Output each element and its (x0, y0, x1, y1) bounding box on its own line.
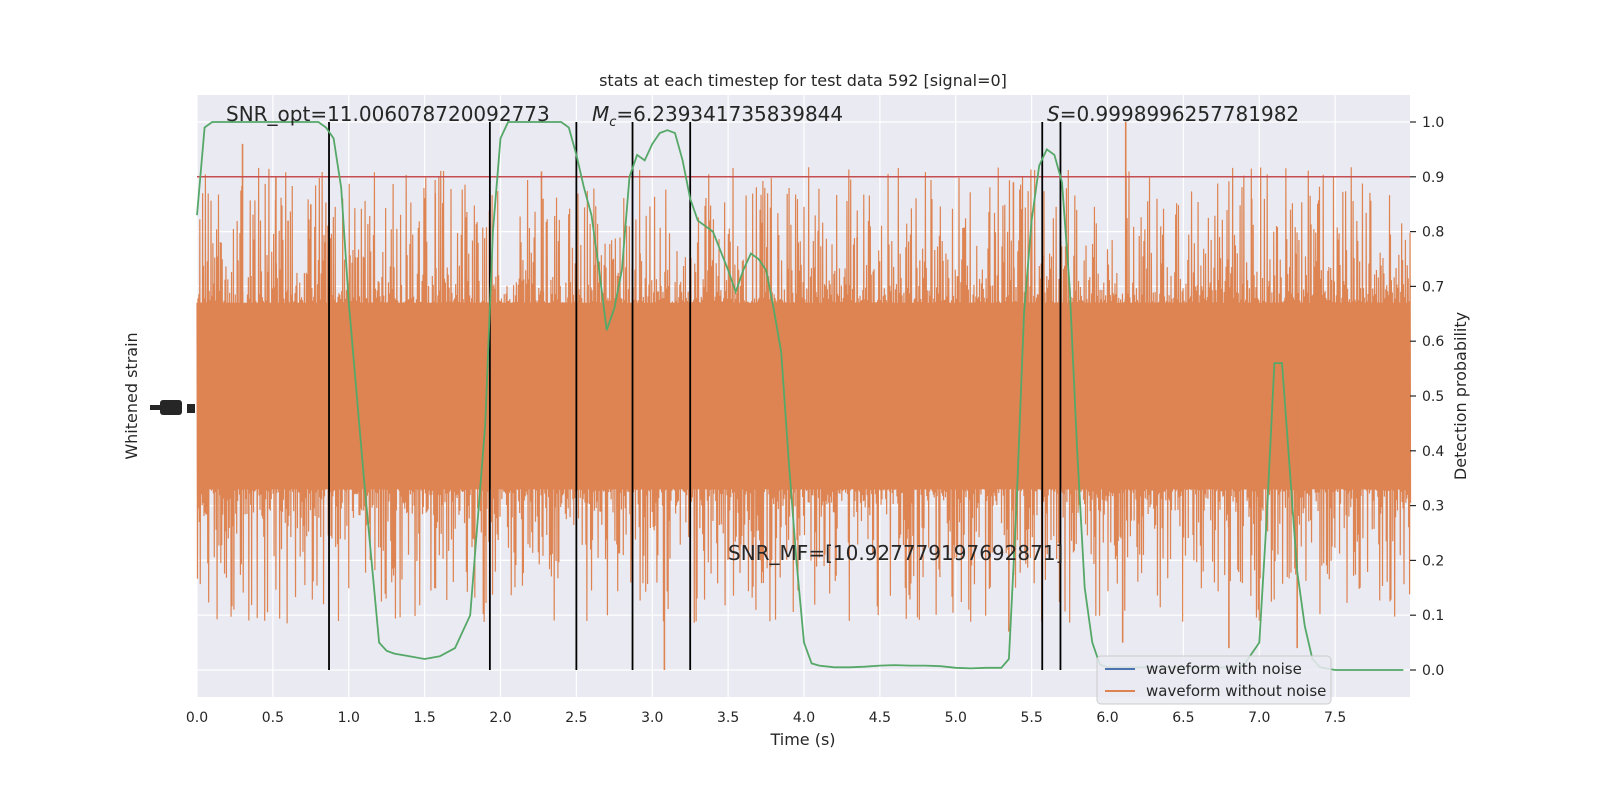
annotation-s: S=0.9998996257781982 (1047, 102, 1299, 126)
y-axis-right-label: Detection probability (1451, 312, 1470, 480)
y-tick-label: 0.0 (1422, 663, 1444, 679)
series-waveform-without-noise (196, 122, 1412, 670)
x-tick-label: 7.5 (1324, 710, 1346, 726)
y-tick-label: 0.2 (1422, 553, 1444, 569)
annotation-chirp-mass: Mc=6.239341735839844 (592, 102, 843, 130)
x-tick-label: 2.5 (565, 710, 587, 726)
y-tick-label: 1.0 (1422, 115, 1444, 131)
y-axis-left-label: Whitened strain (122, 332, 141, 459)
x-tick-label: 7.0 (1248, 710, 1270, 726)
y-tick-label: 0.6 (1422, 334, 1444, 350)
x-tick-label: 6.0 (1096, 710, 1118, 726)
annotation-chirp-mass-symbol: M (592, 102, 609, 126)
legend: waveform with noise waveform without noi… (1096, 655, 1332, 705)
left-tick-blob (187, 404, 195, 413)
annotation-s-value: =0.9998996257781982 (1060, 102, 1299, 126)
annotation-s-symbol: S (1047, 102, 1060, 126)
y-axis-right-ticks: 0.0 0.1 0.2 0.3 0.4 0.5 0.6 0.7 0.8 0.9 1.0 (1410, 115, 1444, 679)
x-tick-label: 3.5 (717, 710, 739, 726)
vertical-lines (328, 122, 1062, 670)
x-tick-label: 0.5 (262, 710, 284, 726)
left-axis-overlapping-ticks (150, 400, 195, 415)
x-axis-label: Time (s) (769, 730, 835, 749)
annotation-snr-mf: SNR_MF=[10.927779197692871] (728, 541, 1063, 565)
annotation-chirp-mass-subscript: c (609, 115, 616, 130)
left-tick-blob (160, 400, 182, 415)
annotation-snr-opt: SNR_opt=11.006078720092773 (226, 102, 550, 126)
noise-trace (196, 167, 1412, 624)
left-tick-blob (150, 405, 160, 410)
chart-title: stats at each timestep for test data 592… (599, 71, 1007, 90)
x-tick-label: 5.5 (1020, 710, 1042, 726)
x-tick-label: 6.5 (1172, 710, 1194, 726)
y-tick-label: 0.7 (1422, 279, 1444, 295)
x-tick-label: 0.0 (186, 710, 208, 726)
x-tick-label: 1.5 (413, 710, 435, 726)
x-tick-label: 4.0 (793, 710, 815, 726)
y-tick-label: 0.1 (1422, 608, 1444, 624)
y-tick-label: 0.8 (1422, 225, 1444, 241)
y-tick-label: 0.5 (1422, 389, 1444, 405)
y-tick-label: 0.4 (1422, 444, 1444, 460)
x-tick-label: 4.5 (869, 710, 891, 726)
y-tick-label: 0.9 (1422, 170, 1444, 186)
x-axis-ticks: 0.0 0.5 1.0 1.5 2.0 2.5 3.0 3.5 4.0 4.5 5.0 5.5 6.0 6… (186, 710, 1346, 726)
x-tick-label: 3.0 (641, 710, 663, 726)
x-tick-label: 2.0 (489, 710, 511, 726)
x-tick-label: 1.0 (338, 710, 360, 726)
legend-label-waveform-with-noise: waveform with noise (1146, 660, 1302, 678)
legend-box (1096, 655, 1332, 705)
y-tick-label: 0.3 (1422, 499, 1444, 515)
annotation-chirp-mass-value: =6.239341735839844 (616, 102, 843, 126)
x-tick-label: 5.0 (945, 710, 967, 726)
legend-label-waveform-without-noise: waveform without noise (1146, 682, 1326, 700)
